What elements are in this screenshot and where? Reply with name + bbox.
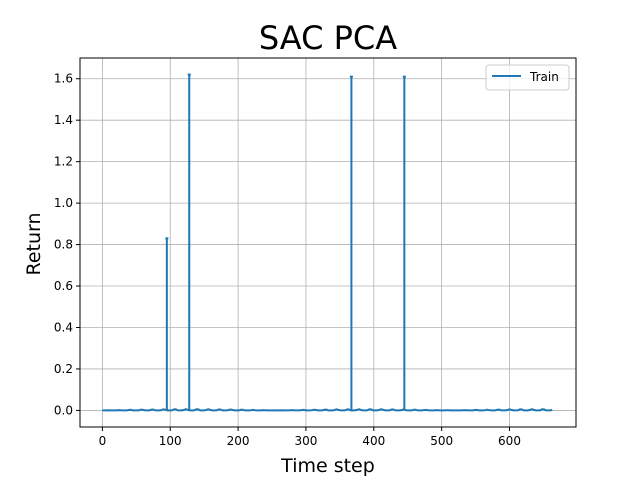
y-tick-label: 0.4 xyxy=(54,320,73,334)
y-tick-label: 0.0 xyxy=(54,403,73,417)
x-tick-label: 0 xyxy=(99,434,107,448)
y-tick-label: 1.2 xyxy=(54,155,73,169)
y-tick-label: 1.4 xyxy=(54,113,73,127)
x-axis-ticks: 0 100 200 300 400 500 600 xyxy=(99,427,521,448)
y-tick-label: 1.0 xyxy=(54,196,73,210)
y-axis-ticks: 0.0 0.2 0.4 0.6 0.8 1.0 1.2 1.4 1.6 xyxy=(54,72,80,417)
y-axis-label: Return xyxy=(23,212,45,275)
plot-frame xyxy=(79,57,577,428)
legend-box xyxy=(485,64,570,91)
y-tick-label: 0.8 xyxy=(54,238,73,252)
legend-label-train: Train xyxy=(529,70,559,84)
chart-title: SAC PCA xyxy=(259,19,397,57)
x-tick-label: 200 xyxy=(227,434,250,448)
x-tick-label: 400 xyxy=(362,434,385,448)
x-tick-label: 500 xyxy=(430,434,453,448)
y-tick-label: 0.2 xyxy=(54,362,73,376)
legend: Train xyxy=(485,64,570,91)
y-tick-label: 1.6 xyxy=(54,72,73,86)
x-axis-label: Time step xyxy=(280,455,375,477)
x-tick-label: 100 xyxy=(159,434,182,448)
x-tick-label: 300 xyxy=(294,434,317,448)
x-tick-label: 600 xyxy=(498,434,521,448)
y-tick-label: 0.6 xyxy=(54,279,73,293)
series-train xyxy=(102,73,553,412)
series-baseline xyxy=(102,408,553,412)
